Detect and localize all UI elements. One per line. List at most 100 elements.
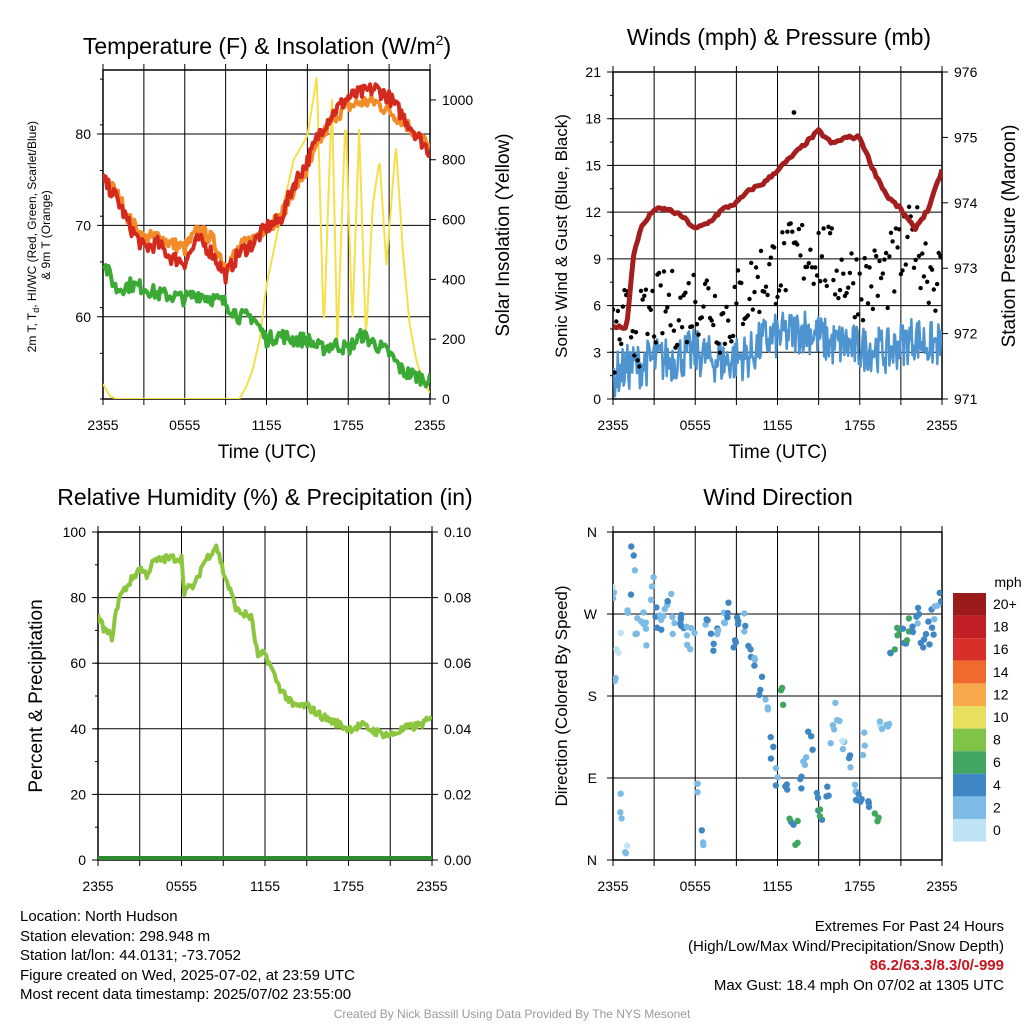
wind-y-axis-label: Sonic Wind & Gust (Blue, Black) <box>552 114 571 358</box>
direction-point <box>794 817 801 825</box>
x-tick-label: 2355 <box>414 417 445 433</box>
direction-point <box>661 606 668 613</box>
direction-point <box>714 627 722 634</box>
gust-point <box>915 205 920 210</box>
direction-point <box>783 781 790 788</box>
direction-point <box>707 630 715 637</box>
gust-point <box>709 318 714 323</box>
direction-point <box>770 743 777 750</box>
gust-point <box>711 322 716 328</box>
direction-point <box>884 723 892 730</box>
gust-point <box>619 341 624 347</box>
direction-point <box>658 626 665 633</box>
direction-point <box>618 815 625 822</box>
gust-point <box>762 289 767 294</box>
direction-point <box>784 786 791 793</box>
direction-point <box>613 583 616 591</box>
direction-point <box>730 644 737 651</box>
direction-point <box>687 646 694 653</box>
direction-point <box>741 610 748 617</box>
direction-point <box>846 752 854 759</box>
direction-point <box>798 785 805 792</box>
direction-point <box>724 614 731 621</box>
direction-point <box>624 842 631 849</box>
x-tick-label: 2355 <box>597 878 628 894</box>
gust-point <box>643 287 649 292</box>
dewpoint-line <box>103 263 430 389</box>
colorbar-swatch <box>953 773 986 797</box>
direction-point <box>928 624 936 631</box>
direction-point <box>865 803 873 811</box>
direction-point <box>778 684 786 692</box>
max-gust-text: Max Gust: 18.4 mph On 07/02 at 1305 UTC <box>713 976 1004 994</box>
gust-point <box>694 322 700 327</box>
y-tick-label: 100 <box>63 524 87 540</box>
gust-point <box>620 304 626 309</box>
direction-point <box>800 758 807 765</box>
x-tick-label: 0555 <box>169 417 200 433</box>
gust-point <box>795 242 800 247</box>
gust-point <box>755 274 760 280</box>
temp-x-axis-label: Time (UTC) <box>218 442 317 463</box>
gust-point <box>936 250 941 256</box>
direction-point <box>905 615 913 622</box>
direction-point <box>721 619 729 627</box>
gust-point <box>739 280 744 286</box>
gust-point <box>921 274 927 279</box>
direction-point <box>613 589 618 596</box>
gust-point <box>724 304 729 310</box>
direction-point <box>733 614 741 621</box>
y-right-tick-label: 973 <box>954 260 978 276</box>
direction-point <box>669 613 676 621</box>
gust-point <box>860 318 866 323</box>
gust-point <box>750 307 755 312</box>
gust-point <box>798 253 803 258</box>
gust-point <box>918 285 923 291</box>
gust-point <box>651 334 657 339</box>
colorbar-label: 18 <box>993 619 1009 635</box>
direction-point <box>816 806 824 813</box>
gust-point <box>722 341 728 346</box>
gust-point <box>788 221 793 226</box>
y-tick-label: 9 <box>593 251 601 267</box>
direction-point <box>805 728 812 735</box>
gust-point <box>735 268 741 273</box>
gust-point <box>635 358 640 363</box>
gust-point <box>691 272 696 278</box>
station-elevation: Station elevation: 298.948 m <box>20 927 211 945</box>
direction-point <box>836 717 843 725</box>
x-tick-label: 1155 <box>762 878 792 894</box>
gust-point <box>678 295 683 300</box>
gust-point <box>870 306 876 312</box>
gust-point <box>839 257 844 262</box>
pressure-line <box>613 127 942 331</box>
gust-point <box>893 226 899 231</box>
gust-point <box>895 245 900 250</box>
temp-y-axis-label: 2m T, Td, HI/WC (Red, Green, Scarlet/Blu… <box>25 118 53 353</box>
y-tick-label: 6 <box>593 298 601 314</box>
direction-point <box>925 618 932 625</box>
direction-point <box>816 813 824 820</box>
direction-point <box>914 604 922 612</box>
gust-point <box>903 262 908 267</box>
direction-point <box>617 790 624 797</box>
gust-point <box>801 276 806 281</box>
y-right-tick-label: 0.10 <box>444 524 471 540</box>
figure-created: Figure created on Wed, 2025-07-02, at 23… <box>20 966 355 984</box>
recent-timestamp: Most recent data timestamp: 2025/07/02 2… <box>20 986 352 1003</box>
gust-point <box>613 307 616 312</box>
direction-point <box>613 595 617 602</box>
extremes-title: Extremes For Past 24 Hours <box>814 918 1004 935</box>
direction-point <box>922 630 930 638</box>
direction-point <box>915 611 923 618</box>
gust-point <box>768 255 774 260</box>
credit-line: Created By Nick Bassill Using Data Provi… <box>333 1007 691 1021</box>
gust-point <box>931 287 936 292</box>
y-tick-label: 80 <box>75 126 91 142</box>
direction-point <box>615 649 622 656</box>
temp-2m-line <box>103 82 430 285</box>
y-tick-label: 60 <box>70 655 86 671</box>
gust-point <box>675 342 680 348</box>
gust-point <box>661 269 667 274</box>
y-right-tick-label: 974 <box>954 195 978 211</box>
